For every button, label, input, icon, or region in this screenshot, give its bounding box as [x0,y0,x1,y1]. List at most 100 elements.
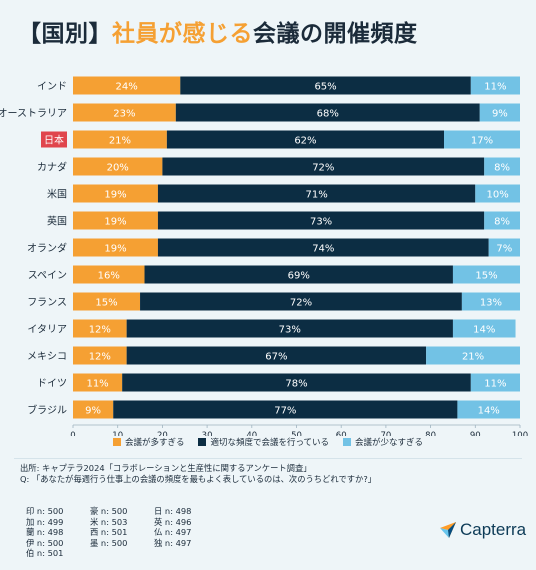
legend-label-too-few: 会議が少なすぎる [355,438,424,448]
category-label: 米国 [47,188,67,201]
category-label: ドイツ [37,379,67,390]
category-label: インド [37,82,67,93]
bar-segment [73,265,145,284]
data-label: 9% [492,109,508,120]
bar-segment [73,346,127,365]
category-label: オランダ [27,242,67,255]
bar-segment [175,103,480,122]
sample-size: 米 n: 503 [90,516,128,527]
data-label: 12% [89,352,111,363]
bar-segment [452,265,520,284]
bar-segment [73,103,176,122]
sample-size: 印 n: 500 [26,506,64,516]
category-label: オーストラリア [0,108,67,120]
bar-segment [144,265,453,284]
category-label: ブラジル [27,404,67,417]
bar-segment [479,103,520,122]
x-tick-label: 30 [202,431,213,436]
data-label: 11% [484,379,506,390]
bar-segment [461,292,520,311]
chart-title: 【国別】社員が感じる会議の開催頻度 [18,14,418,48]
legend-swatch-too-many [112,438,121,446]
data-label: 15% [95,298,117,309]
data-label: 15% [475,271,497,282]
x-tick-label: 10 [112,431,123,436]
bar-segment [73,211,158,230]
data-label: 24% [116,82,138,93]
sample-size: 英 n: 496 [154,516,192,527]
capterra-arrow-icon [440,522,456,538]
sample-size: 独 n: 497 [154,537,192,548]
title-bracket: 【国別】 [18,21,112,47]
bar-segment [73,130,167,149]
sample-size: 仏 n: 497 [154,527,192,538]
sample-size: 伯 n: 501 [26,548,64,559]
bar-segment [180,76,471,95]
x-tick-label: 60 [336,431,347,436]
bar-segment [470,76,520,95]
legend-item-too-many: 会議が多すぎる [112,436,185,448]
data-label: 10% [487,190,509,201]
bar-segment [457,400,520,419]
bar-segment [73,76,181,95]
x-tick-label: 20 [157,431,168,436]
sample-size: 伊 n: 500 [26,537,64,548]
data-label: 8% [494,217,510,228]
data-label: 69% [288,271,310,282]
title-accent: 社員が感じる [112,21,253,47]
bar-segment [73,292,141,311]
sample-size: 蘭 n: 498 [26,527,64,538]
data-label: 73% [279,325,301,336]
bar-segment [166,130,445,149]
data-label: 23% [113,109,135,120]
bar-segment [452,319,516,338]
title-rest: 会議の開催頻度 [253,21,418,47]
bar-segment [73,319,127,338]
legend-swatch-too-few [343,438,352,446]
category-label: メキシコ [27,352,67,363]
x-tick-label: 70 [380,431,391,436]
capterra-wordmark: Capterra [460,520,527,539]
data-label: 67% [265,352,287,363]
x-tick-label: 0 [70,431,75,436]
legend-label-too-many: 会議が多すぎる [124,438,185,448]
data-label: 21% [462,352,484,363]
bar-segment [73,238,158,257]
source-note: 出所: キャプテラ2024「コラボレーションと生産性に関するアンケート調査」 [20,463,312,473]
legend-swatch-appropriate [198,438,207,446]
x-tick-label: 80 [425,431,436,436]
data-label: 20% [107,163,129,174]
data-label: 19% [104,190,126,201]
data-label: 72% [312,163,334,174]
legend-item-appropriate: 適切な頻度で会議を行っている [198,436,329,448]
capterra-logo: Capterra [440,520,526,540]
x-tick-label: 100 [512,431,528,436]
x-tick-label: 50 [291,431,302,436]
legend-label-appropriate: 適切な頻度で会議を行っている [210,438,330,448]
data-label: 12% [89,325,111,336]
bar-segment [475,184,520,203]
footer-divider [14,458,522,459]
data-label: 13% [480,298,502,309]
bar-segment [140,292,462,311]
data-label: 7% [496,244,512,255]
data-label: 68% [317,109,339,120]
data-label: 8% [494,163,510,174]
data-label: 14% [478,406,500,417]
bar-segment [73,373,123,392]
category-highlight-box [41,131,67,148]
data-label: 73% [310,217,332,228]
bar-segment [426,346,520,365]
bar-segment [126,346,427,365]
bar-segment [157,184,476,203]
data-label: 16% [98,271,120,282]
category-label: スペイン [28,271,67,282]
data-label: 72% [290,298,312,309]
legend-item-too-few: 会議が少なすぎる [343,436,423,448]
x-tick-label: 40 [246,431,257,436]
bar-segment [488,238,520,257]
bar-segment [73,184,158,203]
data-label: 17% [471,136,493,147]
bar-segment [444,130,520,149]
x-tick-label: 90 [470,431,481,436]
